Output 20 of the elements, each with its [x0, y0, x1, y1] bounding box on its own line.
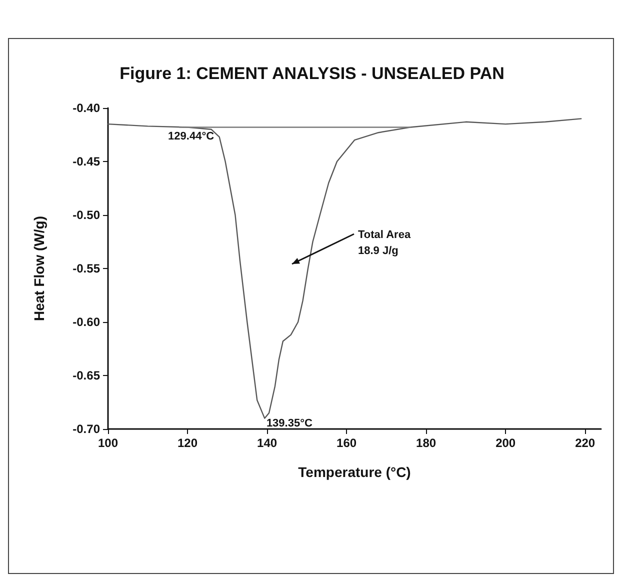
x-tick-label: 140: [257, 436, 278, 450]
annotation: 129.44°C: [168, 130, 214, 142]
x-tick-label: 160: [336, 436, 357, 450]
x-axis-title: Temperature (°C): [298, 464, 411, 480]
y-tick-label: -0.55: [72, 262, 100, 276]
chart-title: Figure 1: CEMENT ANALYSIS - UNSEALED PAN: [120, 64, 504, 83]
y-axis-title: Heat Flow (W/g): [31, 216, 47, 321]
annotation: Total Area 18.9 J/g: [358, 229, 412, 257]
y-tick-label: -0.50: [72, 208, 100, 222]
y-tick-label: -0.70: [72, 422, 100, 436]
annotation: 139.35°C: [266, 417, 312, 430]
y-tick-label: -0.60: [72, 315, 100, 329]
x-tick-label: 220: [575, 436, 596, 450]
x-tick-label: 100: [98, 436, 118, 450]
x-tick-label: 200: [496, 436, 516, 450]
y-tick-label: -0.45: [72, 154, 100, 168]
x-tick-label: 120: [178, 436, 198, 450]
x-tick-label: 180: [416, 436, 436, 450]
y-tick-label: -0.65: [72, 368, 100, 382]
y-tick-label: -0.40: [72, 101, 100, 115]
